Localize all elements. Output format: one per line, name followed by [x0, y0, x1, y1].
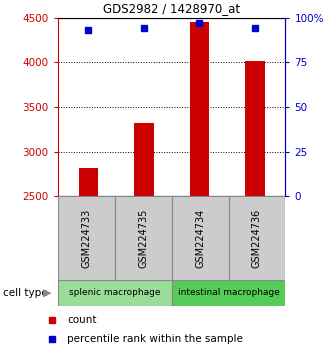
Title: GDS2982 / 1428970_at: GDS2982 / 1428970_at	[103, 2, 240, 15]
Bar	[172, 196, 228, 280]
Text: intestinal macrophage: intestinal macrophage	[178, 289, 280, 297]
Bar	[79, 168, 98, 196]
Bar	[134, 123, 153, 196]
Bar	[58, 280, 172, 306]
Bar	[228, 196, 285, 280]
Bar	[190, 22, 209, 196]
Bar	[58, 196, 115, 280]
Text: count: count	[67, 315, 97, 325]
Text: GSM224734: GSM224734	[195, 209, 205, 268]
Text: GSM224736: GSM224736	[252, 209, 262, 268]
Text: splenic macrophage: splenic macrophage	[69, 289, 160, 297]
Bar	[245, 62, 265, 196]
Text: percentile rank within the sample: percentile rank within the sample	[67, 333, 243, 344]
Text: GSM224735: GSM224735	[138, 209, 148, 268]
Bar	[115, 196, 172, 280]
Text: GSM224733: GSM224733	[81, 209, 91, 268]
Text: cell type: cell type	[3, 288, 48, 298]
Text: ▶: ▶	[43, 288, 51, 298]
Bar	[172, 280, 285, 306]
